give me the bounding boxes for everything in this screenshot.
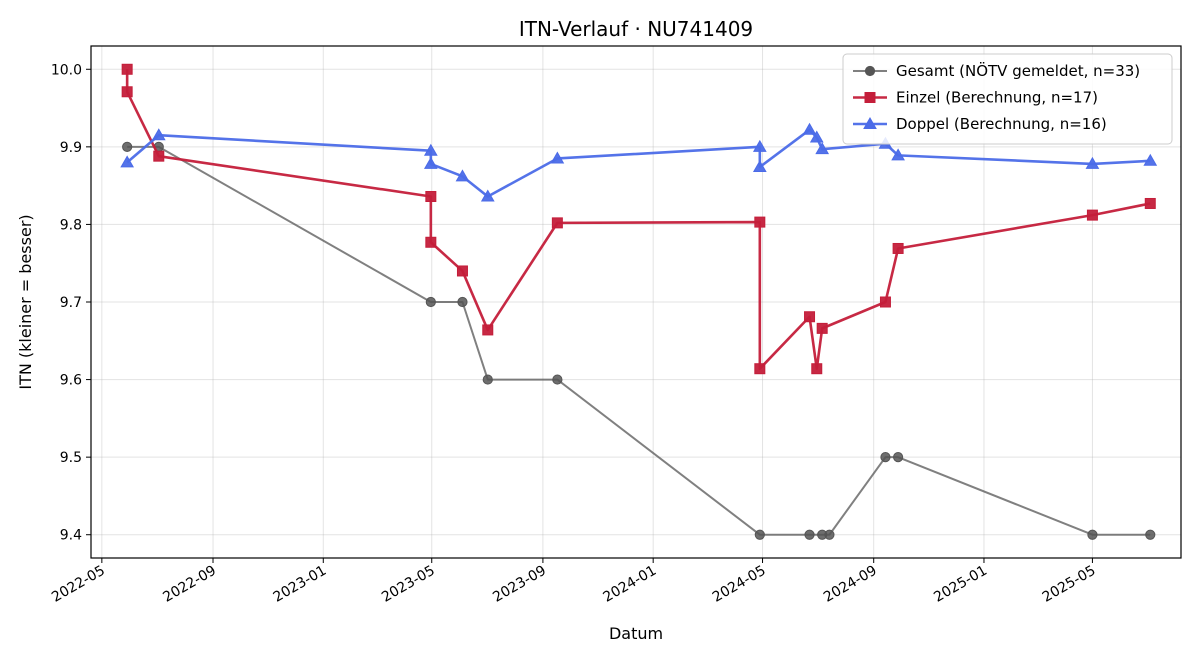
series-square <box>121 63 1156 375</box>
legend-entry: Einzel (Berechnung, n=17) <box>896 89 1098 107</box>
data-point <box>811 363 823 375</box>
data-point <box>892 242 904 254</box>
legend-entry: Gesamt (NÖTV gemeldet, n=33) <box>896 61 1140 80</box>
data-point <box>879 296 891 308</box>
data-point <box>425 236 437 248</box>
data-point <box>754 529 765 540</box>
data-point <box>1085 156 1100 169</box>
data-point <box>809 130 824 143</box>
data-point <box>824 529 835 540</box>
data-point <box>804 529 815 540</box>
y-axis-label: ITN (kleiner = besser) <box>16 214 35 389</box>
data-point <box>1086 209 1098 221</box>
data-point <box>425 296 436 308</box>
data-point <box>121 86 133 98</box>
legend-box <box>842 53 1173 145</box>
data-point <box>550 151 565 164</box>
data-point <box>754 216 766 228</box>
data-point <box>1143 153 1158 166</box>
data-point <box>153 150 165 162</box>
data-point <box>880 452 891 463</box>
data-point <box>480 189 495 202</box>
data-point <box>1145 529 1156 540</box>
legend-marker <box>863 116 877 129</box>
data-point <box>120 155 135 168</box>
data-point <box>551 217 563 229</box>
series-circle <box>122 141 1156 540</box>
data-point <box>802 122 817 135</box>
data-point <box>423 143 438 156</box>
data-point <box>151 128 166 141</box>
y-tick-label: 9.7 <box>60 295 82 311</box>
data-point <box>752 139 767 152</box>
legend: Gesamt (NÖTV gemeldet, n=33) Einzel (Bere… <box>842 53 1173 145</box>
legend-marker <box>864 92 876 103</box>
data-point <box>891 148 905 161</box>
data-point <box>893 452 904 463</box>
y-tick-label: 9.4 <box>60 528 82 544</box>
y-axis: 9.4 9.5 9.6 9.7 9.8 9.9 10.0 <box>51 62 91 544</box>
x-axis-label: Datum <box>609 624 663 643</box>
y-tick-label: 10.0 <box>51 62 82 78</box>
data-point <box>1144 197 1156 209</box>
legend-entry: Doppel (Berechnung, n=16) <box>896 115 1107 133</box>
data-point <box>804 311 816 323</box>
data-point <box>482 374 493 385</box>
data-point <box>752 160 767 173</box>
data-point <box>425 190 437 202</box>
data-point <box>815 142 830 155</box>
data-point <box>457 296 468 308</box>
legend-marker <box>864 65 876 77</box>
y-tick-label: 9.5 <box>60 450 82 466</box>
data-point <box>121 63 133 75</box>
data-point <box>552 374 563 385</box>
data-point <box>816 322 828 334</box>
chart-title: ITN-Verlauf · NU741409 <box>519 17 753 41</box>
y-tick-label: 9.6 <box>60 373 82 389</box>
data-point <box>423 156 438 169</box>
y-tick-label: 9.8 <box>60 217 82 233</box>
data-point <box>1087 529 1098 540</box>
data-point <box>754 363 766 375</box>
data-point <box>122 141 133 152</box>
data-point <box>456 265 468 277</box>
data-point <box>482 324 494 336</box>
y-tick-label: 9.9 <box>60 140 82 156</box>
data-point <box>455 169 470 182</box>
